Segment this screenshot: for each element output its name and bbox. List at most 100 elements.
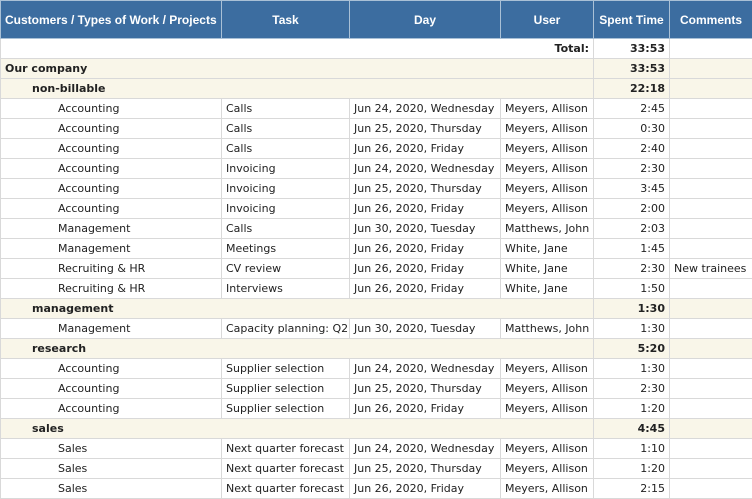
user-cell: Meyers, Allison	[500, 118, 594, 139]
time-cell: 2:30	[593, 258, 670, 279]
time-cell: 1:50	[593, 278, 670, 299]
day-cell: Jun 26, 2020, Friday	[349, 138, 501, 159]
comment-cell	[669, 438, 752, 459]
task-cell: Calls	[221, 218, 350, 239]
group-name: sales	[0, 418, 594, 439]
task-cell: Calls	[221, 138, 350, 159]
user-cell: Meyers, Allison	[500, 458, 594, 479]
user-cell: Matthews, John	[500, 218, 594, 239]
table-row: Accounting Calls Jun 25, 2020, Thursday Mey…	[0, 118, 752, 139]
company-row: Our company 33:53	[0, 58, 752, 79]
user-cell: Meyers, Allison	[500, 158, 594, 179]
day-cell: Jun 26, 2020, Friday	[349, 198, 501, 219]
user-cell: Meyers, Allison	[500, 178, 594, 199]
time-cell: 0:30	[593, 118, 670, 139]
group-name: management	[0, 298, 594, 319]
task-cell: Invoicing	[221, 178, 350, 199]
header-spent-time[interactable]: Spent Time	[593, 0, 670, 39]
user-cell: Meyers, Allison	[500, 478, 594, 499]
table-row: Accounting Calls Jun 24, 2020, Wednesday Me…	[0, 98, 752, 119]
user-cell: Meyers, Allison	[500, 438, 594, 459]
task-cell: Next quarter forecast	[221, 438, 350, 459]
project-cell: Management	[0, 318, 222, 339]
user-cell: Matthews, John	[500, 318, 594, 339]
group-row: sales 4:45	[0, 418, 752, 439]
task-cell: Invoicing	[221, 158, 350, 179]
project-cell: Management	[0, 238, 222, 259]
day-cell: Jun 25, 2020, Thursday	[349, 378, 501, 399]
group-comment	[669, 418, 752, 439]
day-cell: Jun 26, 2020, Friday	[349, 258, 501, 279]
day-cell: Jun 25, 2020, Thursday	[349, 458, 501, 479]
comment-cell	[669, 98, 752, 119]
user-cell: Meyers, Allison	[500, 198, 594, 219]
table-row: Sales Next quarter forecast Jun 26, 2020, …	[0, 478, 752, 499]
table-row: Management Calls Jun 30, 2020, Tuesday Matt…	[0, 218, 752, 239]
project-cell: Accounting	[0, 378, 222, 399]
header-user[interactable]: User	[500, 0, 594, 39]
task-cell: CV review	[221, 258, 350, 279]
task-cell: Invoicing	[221, 198, 350, 219]
table-row: Management Capacity planning: Q2 Jun 30, 2…	[0, 318, 752, 339]
total-value: 33:53	[593, 38, 670, 59]
table-row: Accounting Invoicing Jun 24, 2020, Wednesd…	[0, 158, 752, 179]
task-cell: Calls	[221, 98, 350, 119]
task-cell: Supplier selection	[221, 398, 350, 419]
header-row: Customers / Types of Work / Projects Tas…	[0, 0, 752, 39]
table-row: Accounting Calls Jun 26, 2020, Friday Meyer…	[0, 138, 752, 159]
project-cell: Sales	[0, 438, 222, 459]
header-comments[interactable]: Comments	[669, 0, 752, 39]
day-cell: Jun 24, 2020, Wednesday	[349, 98, 501, 119]
day-cell: Jun 30, 2020, Tuesday	[349, 318, 501, 339]
header-customer[interactable]: Customers / Types of Work / Projects	[0, 0, 222, 39]
header-task[interactable]: Task	[221, 0, 350, 39]
group-comment	[669, 298, 752, 319]
time-cell: 2:00	[593, 198, 670, 219]
project-cell: Accounting	[0, 358, 222, 379]
company-name: Our company	[0, 58, 594, 79]
comment-cell	[669, 478, 752, 499]
group-comment	[669, 78, 752, 99]
project-cell: Accounting	[0, 398, 222, 419]
header-day[interactable]: Day	[349, 0, 501, 39]
project-cell: Recruiting & HR	[0, 278, 222, 299]
time-cell: 1:20	[593, 398, 670, 419]
project-cell: Accounting	[0, 158, 222, 179]
time-cell: 1:45	[593, 238, 670, 259]
table-row: Recruiting & HR Interviews Jun 26, 2020, F…	[0, 278, 752, 299]
time-cell: 2:30	[593, 158, 670, 179]
comment-cell	[669, 378, 752, 399]
comment-cell	[669, 238, 752, 259]
task-cell: Next quarter forecast	[221, 478, 350, 499]
time-cell: 2:03	[593, 218, 670, 239]
comment-cell	[669, 398, 752, 419]
comment-cell	[669, 198, 752, 219]
table-row: Accounting Supplier selection Jun 24, 2020…	[0, 358, 752, 379]
day-cell: Jun 26, 2020, Friday	[349, 478, 501, 499]
group-name: non-billable	[0, 78, 594, 99]
day-cell: Jun 24, 2020, Wednesday	[349, 358, 501, 379]
time-cell: 1:20	[593, 458, 670, 479]
task-cell: Calls	[221, 118, 350, 139]
day-cell: Jun 25, 2020, Thursday	[349, 118, 501, 139]
total-comment	[669, 38, 752, 59]
comment-cell	[669, 158, 752, 179]
comment-cell: New trainees	[669, 258, 752, 279]
project-cell: Sales	[0, 458, 222, 479]
time-cell: 2:15	[593, 478, 670, 499]
task-cell: Supplier selection	[221, 358, 350, 379]
time-cell: 2:45	[593, 98, 670, 119]
group-name: research	[0, 338, 594, 359]
project-cell: Recruiting & HR	[0, 258, 222, 279]
user-cell: Meyers, Allison	[500, 138, 594, 159]
time-cell: 3:45	[593, 178, 670, 199]
user-cell: White, Jane	[500, 238, 594, 259]
time-cell: 1:10	[593, 438, 670, 459]
table-row: Sales Next quarter forecast Jun 24, 2020, …	[0, 438, 752, 459]
table-row: Sales Next quarter forecast Jun 25, 2020, …	[0, 458, 752, 479]
group-total: 1:30	[593, 298, 670, 319]
user-cell: White, Jane	[500, 278, 594, 299]
user-cell: White, Jane	[500, 258, 594, 279]
comment-cell	[669, 318, 752, 339]
table-row: Recruiting & HR CV review Jun 26, 2020, Fr…	[0, 258, 752, 279]
